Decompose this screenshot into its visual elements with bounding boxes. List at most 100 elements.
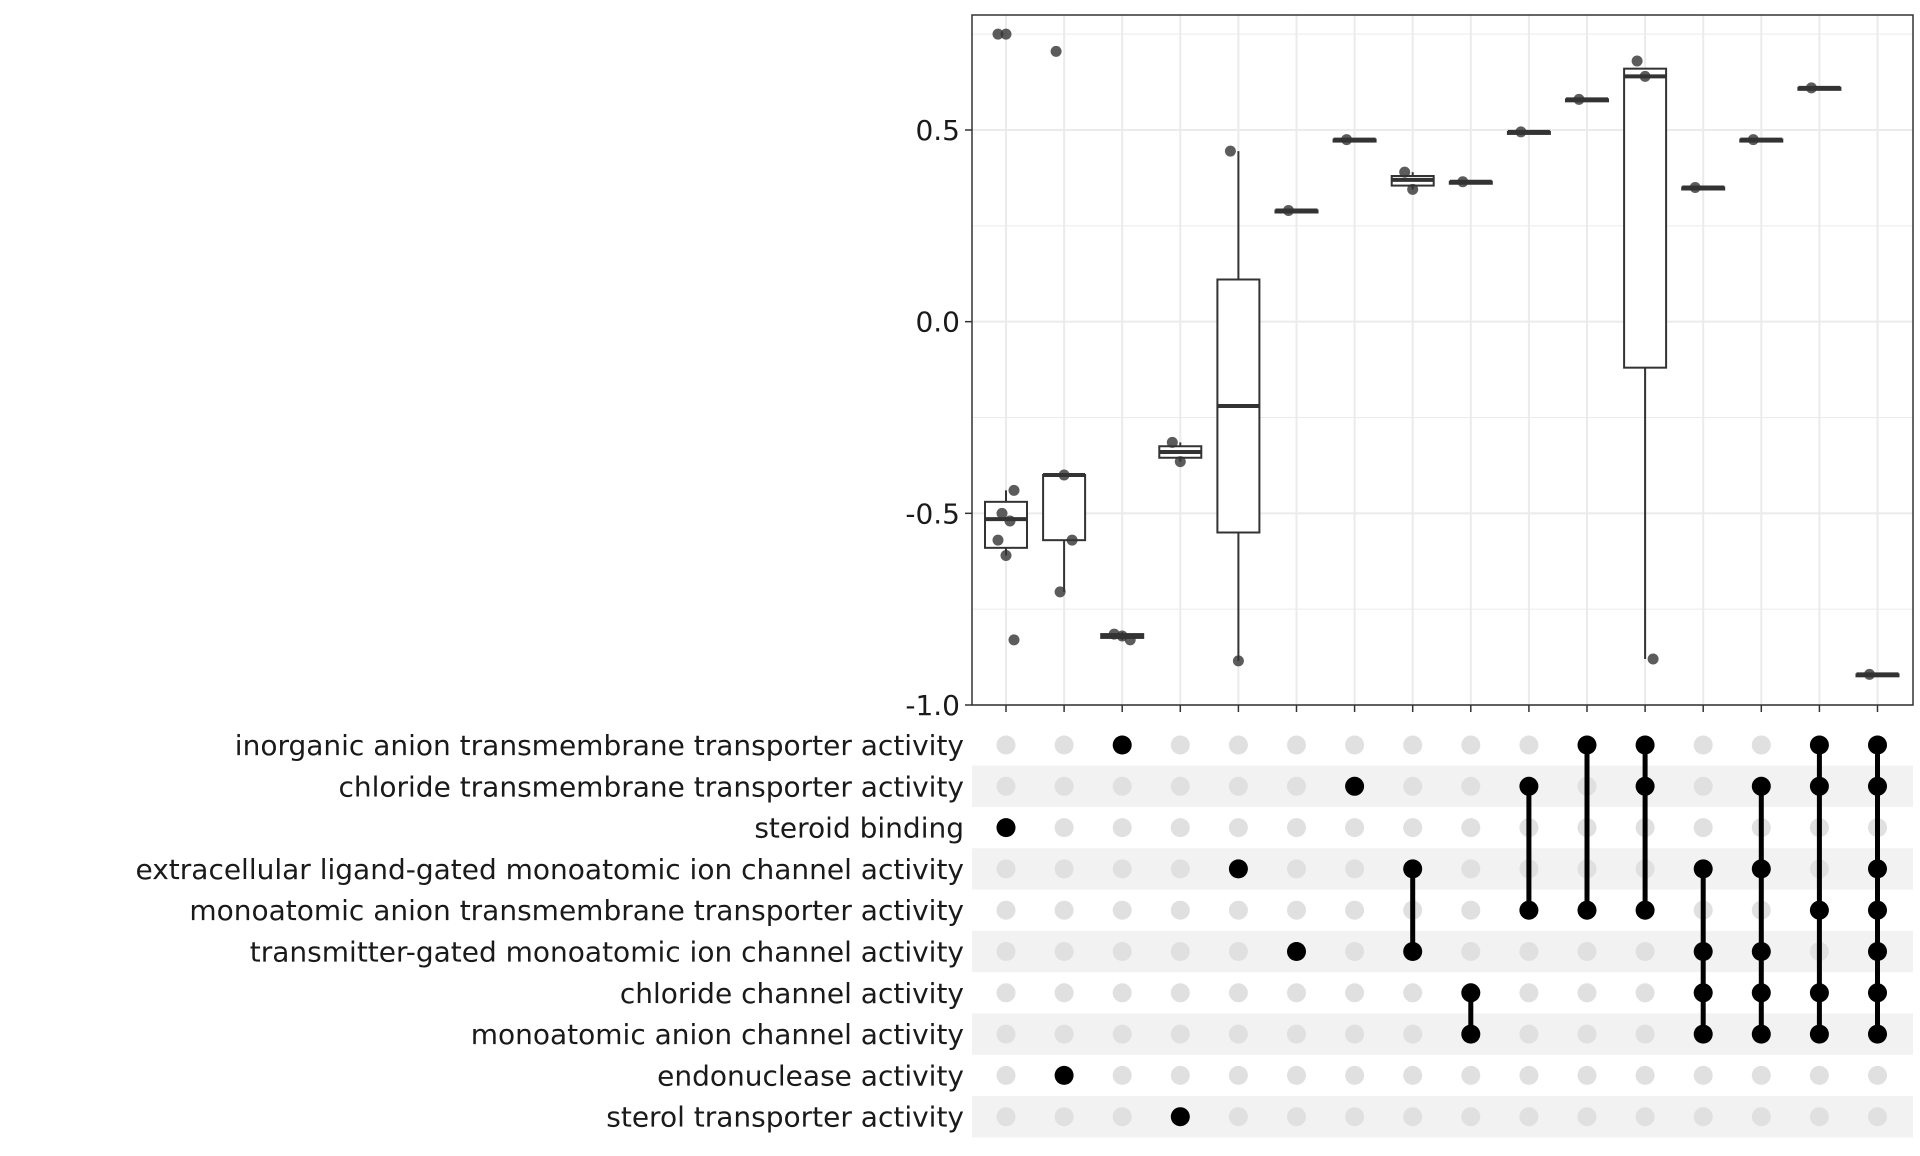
set-label: monoatomic anion transmembrane transport… bbox=[189, 894, 964, 927]
intersection-boxplot bbox=[1623, 55, 1668, 665]
y-tick-label: 0.0 bbox=[915, 306, 960, 339]
data-point bbox=[1407, 183, 1419, 195]
data-point bbox=[1805, 82, 1817, 94]
intersection-boxplot bbox=[1855, 668, 1900, 680]
matrix-dot-active bbox=[1751, 1024, 1771, 1044]
matrix-dot-inactive bbox=[1054, 776, 1074, 796]
intersection-boxplot bbox=[1100, 628, 1145, 646]
matrix-dot-inactive bbox=[1054, 942, 1074, 961]
matrix-dot-inactive bbox=[1809, 1107, 1829, 1127]
matrix-dot-inactive bbox=[996, 1065, 1016, 1085]
matrix-dot-active bbox=[1868, 942, 1887, 961]
matrix-dot-active bbox=[1228, 859, 1248, 879]
matrix-dot-inactive bbox=[1577, 1024, 1597, 1044]
matrix-dot-inactive bbox=[996, 983, 1016, 1003]
matrix-dot-active bbox=[1345, 776, 1365, 796]
data-point bbox=[1689, 182, 1701, 193]
matrix-dot-inactive bbox=[1461, 900, 1481, 920]
matrix-dot-inactive bbox=[1112, 859, 1132, 879]
matrix-dot-inactive bbox=[1054, 735, 1074, 755]
matrix-dot-active bbox=[1868, 983, 1887, 1003]
matrix-dot-inactive bbox=[1461, 859, 1481, 879]
matrix-dot-inactive bbox=[1054, 859, 1074, 879]
matrix-dot-inactive bbox=[1403, 818, 1423, 838]
data-point bbox=[1066, 534, 1078, 546]
matrix-dot-inactive bbox=[1228, 900, 1248, 920]
intersection-boxplot bbox=[1274, 205, 1319, 216]
data-point bbox=[1457, 176, 1469, 188]
matrix-dot-inactive bbox=[1461, 1065, 1481, 1085]
data-point bbox=[1747, 134, 1759, 146]
data-point bbox=[1399, 166, 1411, 178]
data-point bbox=[1515, 126, 1527, 138]
matrix-dot-inactive bbox=[1461, 942, 1481, 961]
matrix-dot-inactive bbox=[1403, 735, 1423, 755]
matrix-dot-inactive bbox=[1868, 1065, 1887, 1085]
data-point bbox=[1124, 634, 1136, 646]
set-label: inorganic anion transmembrane transporte… bbox=[235, 729, 964, 762]
matrix-dot-active bbox=[1287, 942, 1306, 961]
matrix-dot-inactive bbox=[1809, 1065, 1829, 1085]
matrix-dot-inactive bbox=[1054, 900, 1074, 920]
matrix-dot-inactive bbox=[1345, 942, 1365, 961]
matrix-dot-active bbox=[1868, 735, 1887, 755]
matrix-dot-inactive bbox=[1345, 1065, 1365, 1085]
data-point bbox=[1166, 436, 1178, 448]
intersection-boxplot bbox=[1332, 134, 1377, 146]
matrix-dot-inactive bbox=[1693, 818, 1713, 838]
data-point bbox=[992, 28, 1004, 40]
data-point bbox=[1008, 484, 1020, 496]
data-point bbox=[1000, 28, 1012, 40]
matrix-dot-inactive bbox=[1751, 1065, 1771, 1085]
matrix-dot-inactive bbox=[1112, 942, 1132, 961]
matrix-dot-inactive bbox=[1635, 1024, 1655, 1044]
data-point bbox=[1174, 456, 1186, 468]
set-label: sterol transporter activity bbox=[606, 1101, 964, 1134]
box bbox=[1042, 474, 1087, 542]
matrix-dot-active bbox=[1519, 900, 1539, 920]
matrix-dot-inactive bbox=[1287, 1024, 1306, 1044]
matrix-dot-active bbox=[1809, 776, 1829, 796]
matrix-dot-inactive bbox=[1345, 818, 1365, 838]
box bbox=[984, 500, 1028, 549]
intersection-boxplot bbox=[1216, 145, 1261, 667]
matrix-dot-inactive bbox=[1345, 983, 1365, 1003]
matrix-dot-inactive bbox=[996, 942, 1016, 961]
matrix-dot-active bbox=[1693, 983, 1713, 1003]
matrix-dot-inactive bbox=[1228, 818, 1248, 838]
matrix-dot-inactive bbox=[1461, 735, 1481, 755]
matrix-dot-inactive bbox=[1635, 1107, 1655, 1127]
matrix-dot-inactive bbox=[1170, 818, 1190, 838]
y-tick-label: -0.5 bbox=[905, 497, 960, 530]
matrix-dot-inactive bbox=[1577, 942, 1597, 961]
matrix-dot-inactive bbox=[1170, 1024, 1190, 1044]
matrix-dot-inactive bbox=[1461, 776, 1481, 796]
matrix-dot-active bbox=[1868, 776, 1887, 796]
data-point bbox=[1008, 634, 1020, 646]
matrix-dot-active bbox=[1403, 859, 1423, 879]
data-point bbox=[1054, 586, 1066, 598]
matrix-dot-inactive bbox=[1519, 983, 1539, 1003]
matrix-dot-inactive bbox=[1693, 735, 1713, 755]
matrix-dot-active bbox=[1751, 942, 1771, 961]
matrix-dot-inactive bbox=[1519, 942, 1539, 961]
intersection-boxplot bbox=[1158, 436, 1203, 468]
matrix-dot-inactive bbox=[996, 735, 1016, 755]
data-point bbox=[1232, 655, 1244, 667]
matrix-dot-active bbox=[1403, 942, 1423, 961]
matrix-dot-inactive bbox=[1112, 1065, 1132, 1085]
matrix-dot-inactive bbox=[1228, 983, 1248, 1003]
data-point bbox=[1341, 134, 1353, 146]
matrix-dot-inactive bbox=[1461, 818, 1481, 838]
data-point bbox=[1224, 145, 1236, 157]
matrix-dot-inactive bbox=[1345, 859, 1365, 879]
matrix-dot-inactive bbox=[1112, 1107, 1132, 1127]
data-point bbox=[1004, 515, 1016, 527]
matrix-dot-inactive bbox=[1751, 1107, 1771, 1127]
matrix-dot-inactive bbox=[1170, 900, 1190, 920]
matrix-dot-inactive bbox=[996, 1024, 1016, 1044]
matrix-dot-inactive bbox=[1287, 900, 1306, 920]
matrix-dot-inactive bbox=[1054, 1024, 1074, 1044]
matrix-dot-active bbox=[1868, 1024, 1887, 1044]
